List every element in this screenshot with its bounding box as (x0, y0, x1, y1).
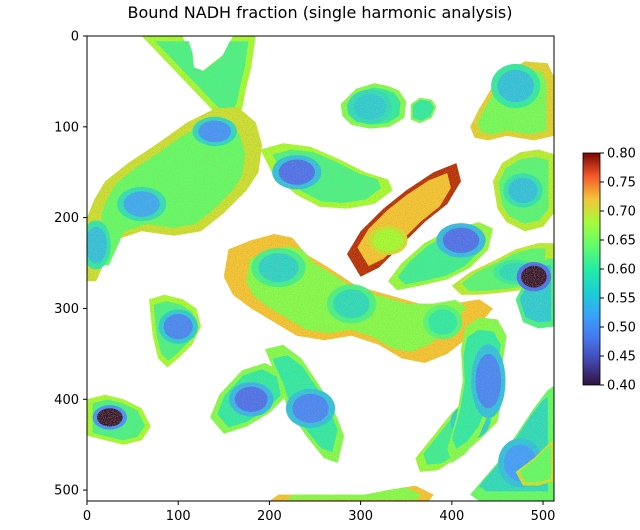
cell-region (149, 294, 201, 368)
nucleus (442, 227, 480, 253)
cell-region (141, 36, 256, 132)
nucleus (258, 253, 299, 283)
cell-region (492, 149, 554, 232)
plot-area (86, 35, 555, 502)
plot-frame (86, 35, 555, 502)
colorbar-tick-label: 0.45 (607, 350, 636, 365)
nucleus (97, 408, 123, 427)
nucleus (234, 386, 268, 412)
cell-body (155, 41, 249, 120)
x-tick-label: 300 (348, 509, 373, 524)
cell-region (347, 163, 461, 277)
nucleus (198, 120, 232, 143)
cell-region (87, 394, 151, 445)
cell-body (101, 122, 246, 266)
colorbar-tick-label: 0.70 (607, 205, 636, 220)
y-tick-label: 300 (54, 302, 79, 317)
nucleus (508, 177, 538, 204)
y-tick-label: 400 (54, 393, 79, 408)
cell-body (286, 487, 421, 500)
colorbar-tick-label: 0.50 (607, 321, 636, 336)
cell-region (87, 106, 263, 282)
x-tick-label: 500 (531, 509, 556, 524)
cell-region (515, 440, 554, 486)
cell-body (519, 444, 552, 483)
colorbar-tick-label: 0.75 (607, 176, 636, 191)
cell-region (447, 317, 507, 463)
cell-region (210, 363, 288, 434)
nucleus (521, 265, 547, 288)
x-tick-label: 0 (83, 509, 91, 524)
cell-region (388, 222, 493, 291)
cells-layer (87, 36, 554, 501)
cell-body (413, 99, 434, 121)
y-tick-label: 500 (54, 484, 79, 499)
cell-region (269, 485, 434, 501)
colorbar-ticks: 0.40 0.45 0.50 0.55 0.60 0.65 0.70 0.75 0.80 (600, 147, 636, 394)
nucleus (123, 191, 160, 217)
cell-region (223, 234, 493, 363)
cell-region (264, 344, 345, 463)
nucleus (475, 353, 502, 409)
cell-region (410, 97, 437, 124)
colorbar-tick-label: 0.65 (607, 234, 636, 249)
cell-region (470, 61, 554, 141)
x-tick-label: 100 (166, 509, 191, 524)
cell-region (260, 143, 393, 209)
nucleus (278, 159, 315, 185)
nucleus (373, 229, 403, 252)
cell-region (340, 83, 407, 129)
y-tick-label: 0 (71, 30, 79, 45)
chart-title: Bound NADH fraction (single harmonic ana… (128, 3, 513, 22)
colorbar-tick-label: 0.40 (607, 379, 636, 394)
nucleus (353, 94, 387, 120)
colorbar-tick-label: 0.80 (607, 147, 636, 162)
colorbar-tick-label: 0.60 (607, 263, 636, 278)
colorbar-tick-label: 0.55 (607, 292, 636, 307)
nucleus (333, 289, 370, 319)
x-tick-label: 400 (439, 509, 464, 524)
nucleus (292, 393, 329, 423)
nucleus (497, 69, 534, 103)
nucleus (87, 226, 107, 264)
x-tick-label: 200 (257, 509, 282, 524)
y-axis: 0 100 200 300 400 500 (54, 30, 87, 499)
nucleus (163, 313, 193, 340)
y-tick-label: 200 (54, 211, 79, 226)
x-axis: 0 100 200 300 400 500 (83, 501, 556, 524)
colorbar: 0.40 0.45 0.50 0.55 0.60 0.65 0.70 0.75 0.80 (582, 147, 636, 394)
y-tick-label: 100 (54, 120, 79, 135)
nucleus (428, 309, 458, 335)
cell-region (515, 258, 554, 329)
colorbar-gradient (582, 152, 601, 386)
